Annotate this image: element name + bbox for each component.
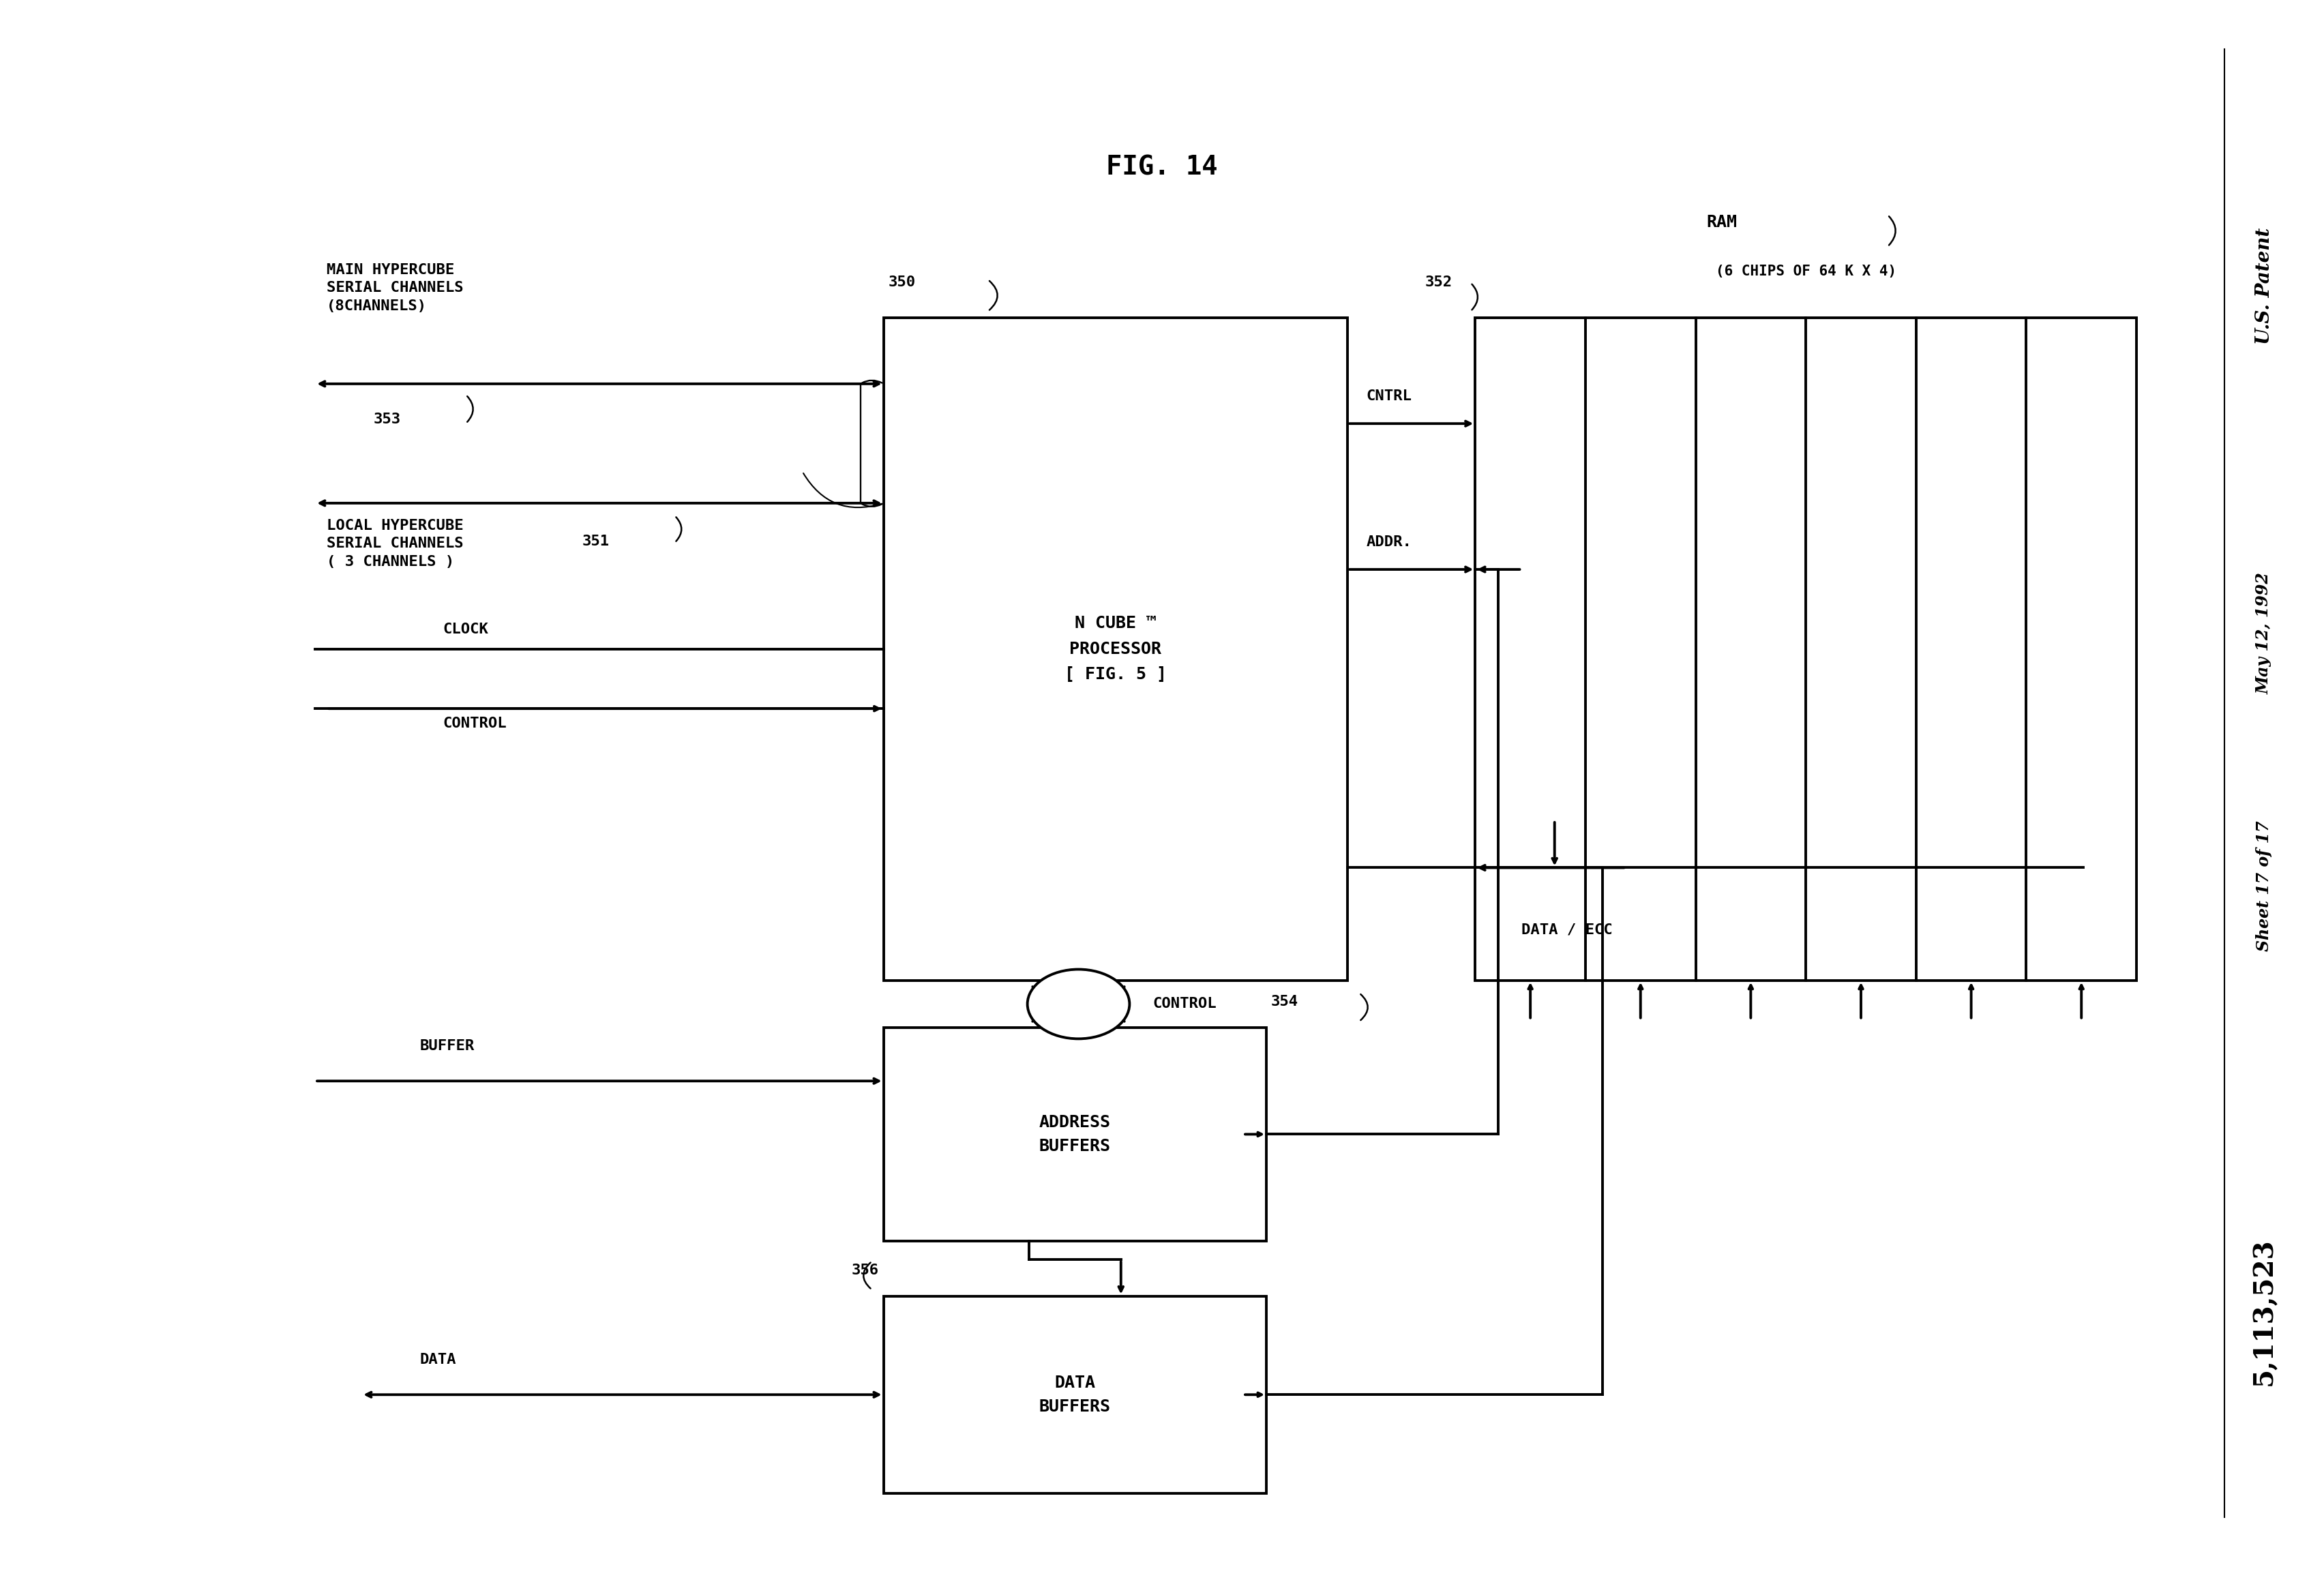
Text: CNTRL: CNTRL [1367,389,1411,403]
Text: ADDRESS
BUFFERS: ADDRESS BUFFERS [1039,1114,1111,1155]
Text: U.S. Patent: U.S. Patent [2254,228,2273,345]
Text: N CUBE ™
PROCESSOR
[ FIG. 5 ]: N CUBE ™ PROCESSOR [ FIG. 5 ] [1064,615,1167,682]
Text: 351: 351 [581,535,609,549]
Text: 354: 354 [1271,995,1299,1009]
Text: DATA: DATA [421,1353,456,1367]
Text: ADDR.: ADDR. [1367,535,1411,549]
Text: May 12, 1992: May 12, 1992 [2257,573,2273,694]
Text: DATA
BUFFERS: DATA BUFFERS [1039,1375,1111,1414]
Text: BUFFER: BUFFER [421,1039,474,1052]
Text: 5,113,523: 5,113,523 [2252,1239,2278,1386]
Bar [883,1296,1267,1493]
Circle shape [1027,970,1129,1039]
Text: (6 CHIPS OF 64 K X 4): (6 CHIPS OF 64 K X 4) [1715,264,1896,278]
Text: 350: 350 [888,275,916,290]
Text: CONTROL: CONTROL [444,717,507,731]
Bar [1476,318,2136,981]
Text: 353: 353 [374,413,400,426]
Text: DATA / ECC: DATA / ECC [1522,922,1613,937]
Text: FIG. 14: FIG. 14 [1106,155,1218,180]
Text: 356: 356 [851,1264,878,1277]
Text: 352: 352 [1425,275,1452,290]
Bar [883,1028,1267,1240]
Text: CLOCK: CLOCK [444,623,488,636]
Text: MAIN HYPERCUBE
SERIAL CHANNELS
(8CHANNELS): MAIN HYPERCUBE SERIAL CHANNELS (8CHANNEL… [328,263,462,313]
Text: LOCAL HYPERCUBE
SERIAL CHANNELS
( 3 CHANNELS ): LOCAL HYPERCUBE SERIAL CHANNELS ( 3 CHAN… [328,519,462,568]
Text: CONTROL: CONTROL [1153,997,1215,1011]
Text: Sheet 17 of 17: Sheet 17 of 17 [2257,821,2273,951]
Text: RAM: RAM [1706,215,1738,231]
Bar [883,318,1348,981]
